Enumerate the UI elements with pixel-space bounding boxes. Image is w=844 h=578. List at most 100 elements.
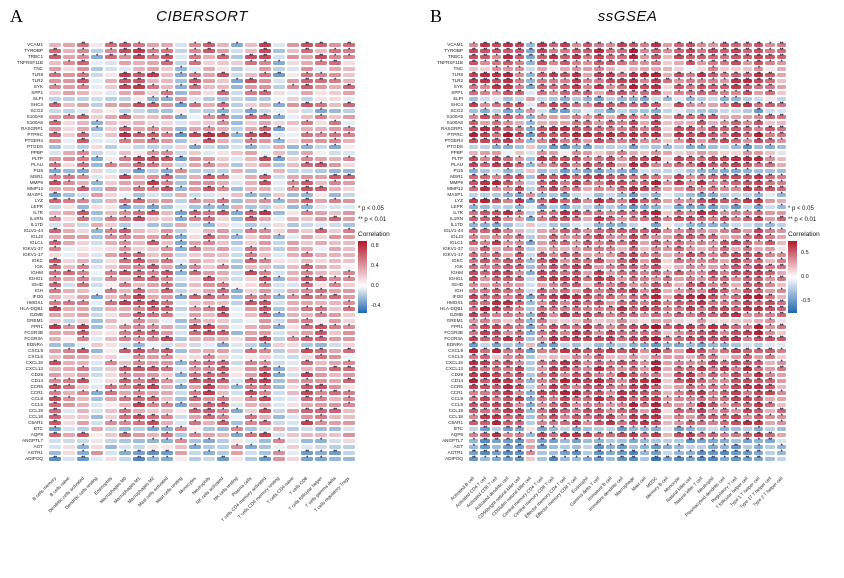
heatmap-cell bbox=[765, 120, 775, 126]
heatmap-cell: * bbox=[77, 336, 89, 342]
heatmap-cell: ** bbox=[776, 305, 787, 312]
heatmap-cell: ** bbox=[315, 384, 327, 390]
heatmap-cell bbox=[161, 162, 173, 168]
heatmap-cell bbox=[605, 192, 616, 198]
significance-star: ** bbox=[123, 77, 127, 84]
significance-star: ** bbox=[563, 239, 567, 246]
significance-star: ** bbox=[699, 353, 704, 360]
heatmap-cell: ** bbox=[315, 42, 327, 48]
heatmap-cell bbox=[161, 108, 173, 114]
significance-star: * bbox=[746, 209, 749, 216]
significance-star: ** bbox=[305, 335, 309, 342]
heatmap-cell: * bbox=[77, 450, 89, 456]
heatmap-cell bbox=[315, 120, 327, 126]
heatmap-cell bbox=[301, 66, 313, 72]
heatmap-cell bbox=[273, 132, 285, 138]
heatmap-cell: * bbox=[776, 258, 787, 264]
significance-star: ** bbox=[137, 413, 141, 420]
heatmap-cell: * bbox=[175, 372, 187, 378]
significance-star: ** bbox=[688, 215, 693, 222]
heatmap-cell bbox=[343, 150, 355, 156]
heatmap-cell bbox=[731, 222, 741, 228]
heatmap-cell: ** bbox=[674, 270, 684, 276]
significance-star: ** bbox=[608, 335, 613, 342]
heatmap-cell bbox=[49, 150, 61, 156]
heatmap-cell bbox=[776, 78, 787, 84]
significance-star: ** bbox=[574, 137, 579, 144]
heatmap-cell: ** bbox=[776, 324, 787, 330]
significance-star: ** bbox=[642, 173, 647, 180]
significance-star: ** bbox=[654, 155, 658, 162]
heatmap-cell: ** bbox=[583, 174, 593, 180]
heatmap-cell: ** bbox=[651, 216, 661, 222]
heatmap-cell: ** bbox=[754, 276, 764, 282]
heatmap-cell: * bbox=[685, 222, 695, 228]
significance-star: ** bbox=[779, 131, 784, 138]
heatmap-cell bbox=[189, 252, 201, 258]
significance-star: ** bbox=[563, 125, 567, 132]
significance-star: ** bbox=[151, 365, 155, 372]
heatmap-cell: ** bbox=[147, 330, 159, 336]
heatmap-cell bbox=[343, 138, 355, 144]
significance-star: ** bbox=[711, 47, 715, 54]
heatmap-cell: ** bbox=[640, 336, 650, 342]
significance-star: * bbox=[208, 113, 210, 120]
heatmap-cell bbox=[217, 444, 229, 450]
heatmap-cell: * bbox=[742, 120, 752, 126]
significance-star: ** bbox=[263, 173, 267, 180]
significance-star: ** bbox=[711, 53, 715, 60]
significance-star: ** bbox=[631, 41, 636, 48]
significance-star: ** bbox=[277, 155, 281, 162]
heatmap-cell: ** bbox=[605, 108, 616, 114]
heatmap-cell bbox=[105, 210, 117, 216]
heatmap-cell: * bbox=[119, 240, 131, 246]
significance-star: ** bbox=[779, 305, 784, 312]
heatmap-cell: * bbox=[343, 390, 355, 396]
heatmap-cell: * bbox=[765, 60, 775, 66]
heatmap-cell bbox=[315, 192, 327, 198]
heatmap-cell: ** bbox=[697, 216, 707, 222]
significance-star: * bbox=[484, 263, 486, 270]
heatmap-cell: * bbox=[765, 228, 775, 234]
gene-label: TLR8 bbox=[31, 72, 43, 77]
significance-star: ** bbox=[471, 215, 476, 222]
significance-star: * bbox=[320, 311, 322, 318]
significance-star: * bbox=[723, 341, 726, 348]
significance-star: ** bbox=[585, 119, 590, 126]
heatmap-cell bbox=[287, 258, 299, 264]
heatmap-cell bbox=[147, 90, 159, 96]
significance-star: * bbox=[194, 365, 196, 372]
significance-star: ** bbox=[631, 155, 636, 162]
gene-label: IGLV1-44 bbox=[443, 228, 463, 233]
heatmap-cell bbox=[105, 336, 117, 342]
significance-star: ** bbox=[756, 101, 761, 108]
heatmap-cell bbox=[315, 150, 327, 156]
significance-star: ** bbox=[734, 137, 738, 144]
heatmap-cell: ** bbox=[571, 312, 581, 318]
significance-star: * bbox=[700, 41, 703, 48]
heatmap-cell bbox=[245, 336, 257, 342]
heatmap-cell bbox=[245, 312, 257, 318]
heatmap-cell: ** bbox=[719, 312, 730, 318]
significance-star: ** bbox=[688, 251, 693, 258]
significance-star: * bbox=[208, 125, 210, 132]
significance-star: ** bbox=[517, 251, 522, 258]
significance-star: * bbox=[152, 323, 154, 330]
heatmap-cell bbox=[343, 408, 355, 414]
heatmap-cell bbox=[105, 246, 117, 252]
significance-star: * bbox=[632, 341, 635, 348]
heatmap-cell: * bbox=[765, 354, 775, 360]
significance-star: * bbox=[735, 89, 737, 96]
heatmap-cell bbox=[161, 72, 173, 78]
significance-star: * bbox=[609, 251, 612, 258]
significance-star: ** bbox=[551, 161, 556, 168]
gene-label: IGHG1 bbox=[448, 276, 463, 281]
significance-star: * bbox=[621, 125, 623, 132]
heatmap-cell bbox=[105, 306, 117, 312]
significance-star: ** bbox=[597, 59, 601, 66]
significance-star: * bbox=[621, 155, 623, 162]
heatmap-cell: ** bbox=[514, 174, 524, 180]
heatmap-cell bbox=[301, 60, 313, 66]
heatmap-cell: * bbox=[605, 270, 616, 276]
heatmap-cell bbox=[161, 420, 173, 426]
